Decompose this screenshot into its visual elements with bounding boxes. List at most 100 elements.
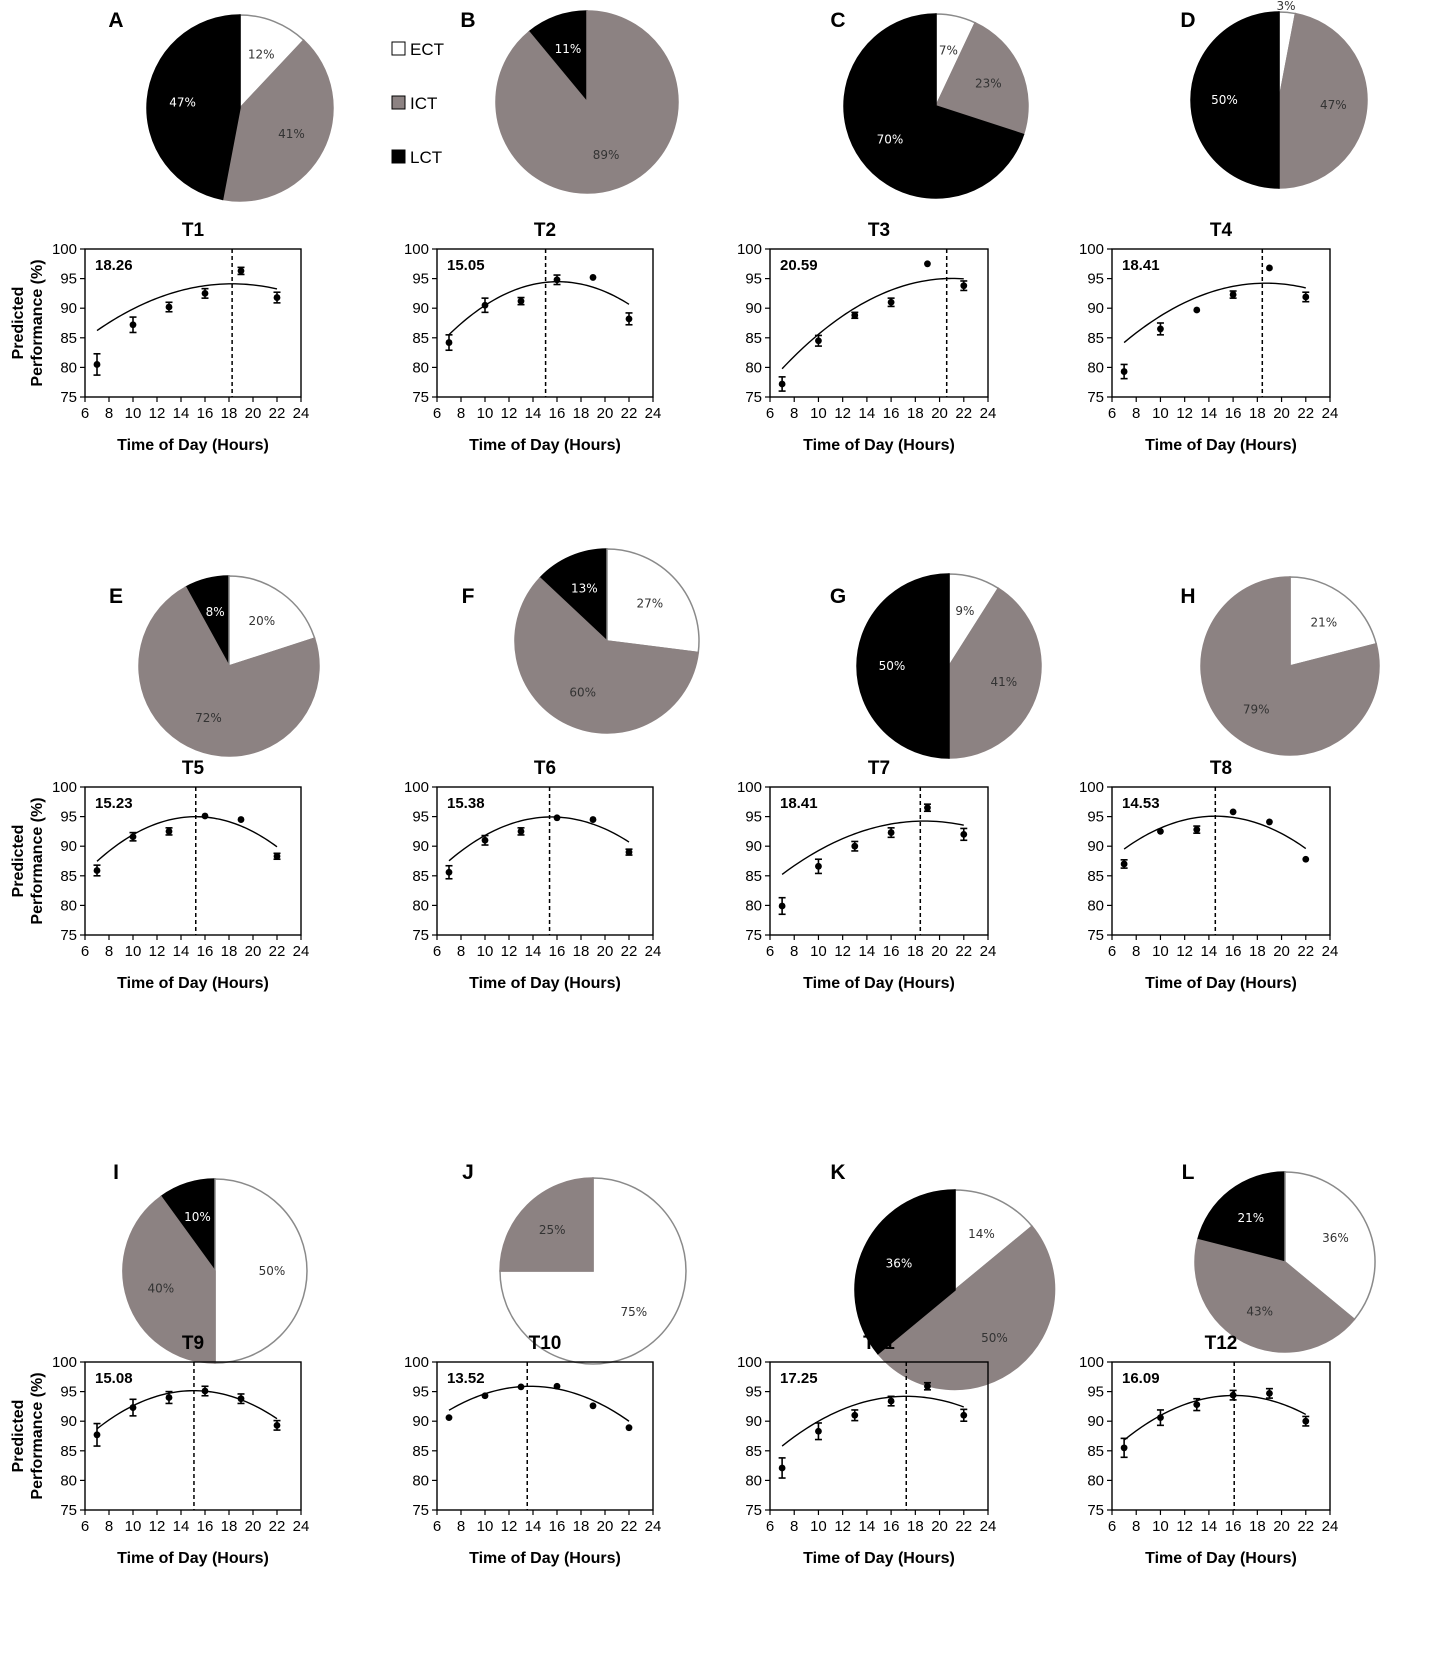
x-tick-label: 12 [149, 1518, 166, 1535]
x-tick-label: 6 [433, 405, 441, 422]
peak-time-label: 18.26 [95, 257, 133, 274]
pie-slice-label: 79% [1243, 703, 1270, 717]
data-point [273, 852, 281, 860]
pie-slice-ect [954, 1189, 1034, 1292]
data-point [815, 337, 822, 345]
performance-panel-t4: T4 75 80 85 90 95 100 6 8 10 12 14 16 18 20 22 24 Time of… [1079, 220, 1338, 454]
legend-label: ICT [410, 94, 437, 113]
pie-slice-label: 89% [593, 148, 620, 162]
y-tick-label: 75 [60, 927, 77, 944]
performance-panel-t1: T1 75 80 85 90 95 100 6 8 10 12 14 16 18 20 22 24 Time of… [10, 220, 309, 454]
pie-slice-ict [934, 21, 1029, 136]
x-tick-label: 18 [907, 943, 924, 960]
y-axis-label: Predicted Performance (%) [10, 797, 46, 924]
x-tick-label: 22 [621, 943, 638, 960]
pie-slice-lct [843, 13, 1025, 199]
x-tick-label: 16 [197, 943, 214, 960]
data-point [553, 276, 561, 284]
x-tick-label: 14 [173, 1518, 190, 1535]
y-tick-label: 85 [412, 868, 429, 885]
data-point [851, 311, 859, 319]
x-axis-label: Time of Day (Hours) [803, 975, 955, 992]
pie-slice-ict [499, 1177, 594, 1272]
x-tick-label: 24 [293, 405, 310, 422]
y-axis-label-line2: Performance (%) [29, 259, 46, 386]
peak-time-label: 17.25 [780, 1370, 818, 1387]
plot-frame [1111, 786, 1331, 936]
data-point [589, 1402, 597, 1410]
data-point [445, 1414, 453, 1422]
pie-slice-ict [138, 586, 320, 757]
x-axis-label: Time of Day (Hours) [469, 437, 621, 454]
x-tick-label: 18 [221, 1518, 238, 1535]
data-point [960, 1411, 968, 1419]
data-point [778, 1464, 786, 1472]
x-tick-label: 20 [931, 405, 948, 422]
y-tick-label: 90 [745, 1413, 762, 1430]
x-tick-label: 18 [1249, 943, 1266, 960]
x-tick-label: 22 [621, 405, 638, 422]
data-point [553, 814, 561, 822]
data-point [1302, 293, 1310, 301]
fit-curve [781, 820, 964, 875]
x-tick-label: 16 [197, 1518, 214, 1535]
x-tick-label: 12 [149, 405, 166, 422]
pie-panel-c: C 7% 23% 70% [830, 9, 1029, 199]
pie-slice-label: 50% [879, 659, 906, 673]
y-tick-label: 100 [1079, 241, 1104, 258]
x-tick-label: 8 [1132, 943, 1140, 960]
pie-slice-ict [948, 587, 1042, 759]
x-tick-label: 14 [1201, 405, 1218, 422]
x-tick-label: 12 [1176, 1518, 1193, 1535]
pie-panel-i: I 10% 50% 40% [113, 1161, 308, 1364]
pie-panel-g: G 9% 41% 50% [830, 573, 1042, 759]
fit-curve [781, 277, 964, 370]
x-tick-label: 12 [834, 405, 851, 422]
legend-item-ect: ECT [391, 40, 444, 59]
data-point [165, 1394, 173, 1401]
fit-curve [96, 815, 278, 862]
x-tick-label: 12 [834, 943, 851, 960]
chart-title: T5 [182, 758, 205, 779]
panel-letter: F [462, 585, 475, 608]
panel-letter: I [113, 1161, 119, 1184]
legend-label: ECT [410, 40, 444, 59]
pie-slice-ict [495, 10, 679, 194]
pie-slice-ect [1289, 576, 1378, 667]
x-tick-label: 6 [81, 405, 89, 422]
data-point [165, 303, 173, 311]
y-tick-label: 100 [737, 241, 762, 258]
x-tick-label: 22 [1297, 1518, 1314, 1535]
data-point [481, 836, 489, 844]
x-tick-label: 6 [766, 405, 774, 422]
pie-slice-label: 41% [278, 127, 305, 141]
y-tick-label: 90 [412, 300, 429, 317]
pie-slice-ict [221, 39, 334, 202]
x-tick-label: 24 [645, 943, 662, 960]
fit-curve [1123, 282, 1306, 344]
data-point [553, 1382, 561, 1390]
x-tick-label: 14 [1201, 943, 1218, 960]
peak-time-label: 20.59 [780, 257, 818, 274]
data-point [1229, 808, 1237, 816]
pie-slice-ect [499, 1177, 687, 1365]
y-tick-label: 95 [1087, 271, 1104, 288]
pie-panel-j: J 75% 25% [462, 1161, 687, 1365]
x-tick-label: 24 [645, 1518, 662, 1535]
x-tick-label: 8 [790, 405, 798, 422]
pie-panel-d: D 3% 47% 50% [1180, 0, 1368, 189]
data-point [778, 380, 786, 388]
data-point [1193, 826, 1201, 834]
performance-panel-t7: T7 75 80 85 90 95 100 6 8 10 12 14 16 18 20 22 24 Time of… [737, 758, 996, 992]
y-tick-label: 95 [745, 271, 762, 288]
pie-slice-lct [856, 573, 950, 759]
chart-title: T7 [868, 758, 890, 779]
panel-letter: H [1180, 585, 1195, 608]
y-tick-label: 80 [745, 1472, 762, 1489]
y-tick-label: 80 [412, 359, 429, 376]
x-axis-label: Time of Day (Hours) [1145, 975, 1297, 992]
data-point [201, 290, 209, 297]
x-axis-label: Time of Day (Hours) [117, 437, 269, 454]
data-point [1229, 1391, 1237, 1399]
data-point [1229, 291, 1237, 298]
